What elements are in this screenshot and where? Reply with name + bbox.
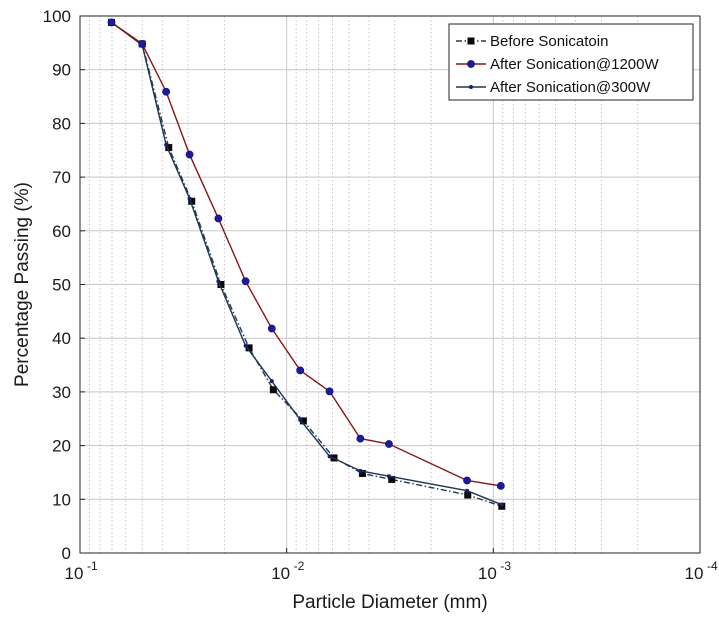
data-point [327,454,332,459]
data-point [162,87,171,96]
x-tick-label: 10 [271,564,290,583]
x-tick-label: 10 [65,564,84,583]
data-point [496,481,505,490]
y-tick-label: 30 [52,383,71,402]
data-point [269,386,277,394]
x-tick-label: 10 [478,564,497,583]
y-tick-label: 100 [43,7,71,26]
data-point [296,366,305,375]
data-point [267,324,276,333]
series-2 [107,18,505,490]
data-point [185,150,194,159]
data-point [465,488,470,493]
data-point [241,277,250,286]
data-point [217,281,225,288]
y-tick-label: 40 [52,329,71,348]
y-tick-label: 0 [62,544,71,563]
y-tick-label: 90 [52,61,71,80]
data-point [214,214,223,223]
data-point [216,279,221,284]
data-point [388,475,396,483]
legend-item: After Sonication@1200W [456,56,659,73]
data-point [245,344,253,352]
data-point [385,440,393,448]
x-tick-exponent: -1 [87,559,98,573]
series-3 [109,20,504,507]
y-tick-label: 60 [52,222,71,241]
legend-label: After Sonication@300W [490,79,651,96]
series-layer [107,18,506,510]
data-point [164,142,169,147]
x-tick-label: 10 [685,564,704,583]
data-point [243,343,248,348]
data-point [269,379,274,384]
legend-marker [467,37,475,45]
data-point [165,144,173,152]
data-point [358,470,366,478]
data-point [358,468,363,473]
data-point [188,197,196,205]
y-tick-label: 70 [52,168,71,187]
data-point [499,502,504,507]
legend: Before Sonicatoin After Sonication@1200W A… [448,23,694,101]
data-point [356,434,365,443]
data-point [298,417,303,422]
legend-item: Before Sonicatoin [456,33,608,50]
data-point [107,18,116,27]
legend-label: After Sonication@1200W [490,56,659,73]
x-tick-exponent: -2 [294,559,305,573]
legend-item: After Sonication@300W [456,79,651,96]
x-tick-exponent: -3 [500,559,511,573]
data-point [187,196,192,201]
y-tick-label: 10 [52,490,71,509]
data-point [463,476,471,485]
data-point [325,387,334,396]
y-tick-label: 80 [52,114,71,133]
y-tick-label: 20 [52,437,71,456]
legend-box [448,23,694,101]
y-tick-label: 50 [52,276,71,295]
legend-label: Before Sonicatoin [490,33,608,50]
data-point [386,474,391,479]
y-axis-title: Percentage Passing (%) [12,182,33,387]
legend-marker [467,60,475,68]
legend-marker [469,85,473,89]
data-point [464,491,472,499]
data-point [299,417,307,425]
x-tick-exponent: -4 [707,559,718,573]
x-axis-title: Particle Diameter (mm) [292,592,487,613]
data-point [138,40,147,48]
